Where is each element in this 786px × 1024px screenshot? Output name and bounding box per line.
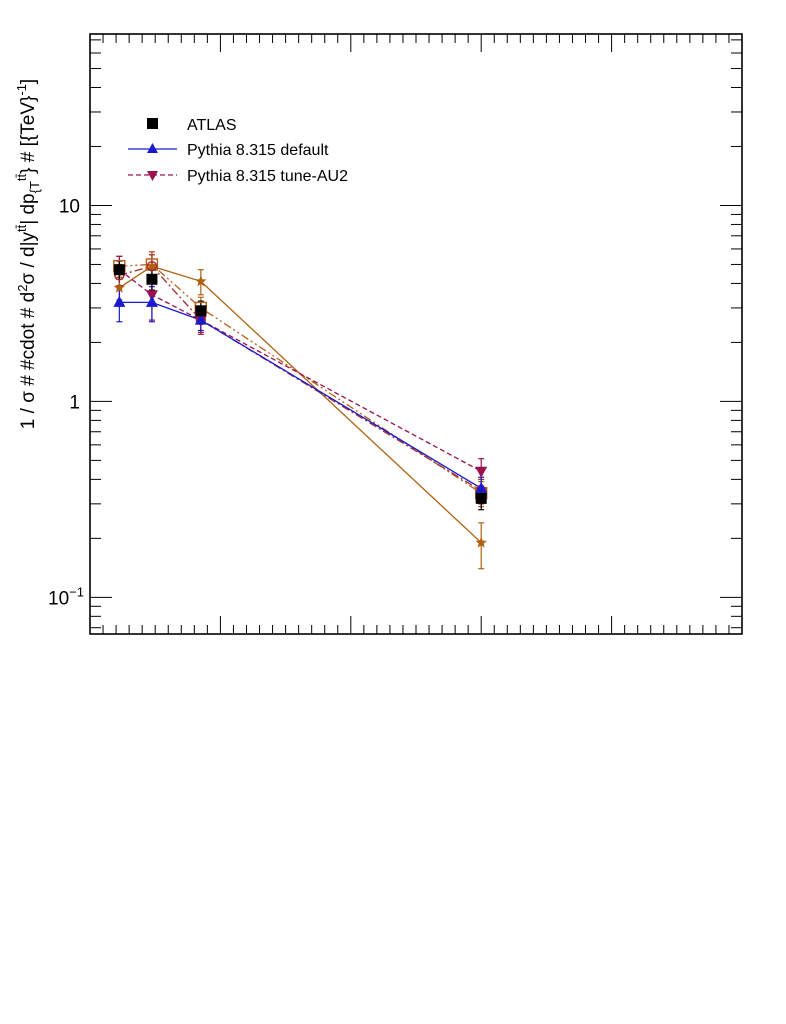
plot-area bbox=[90, 34, 742, 634]
data-point-triangle-up bbox=[475, 481, 488, 493]
data-point-square bbox=[195, 305, 207, 317]
legend-label-atlas: ATLAS bbox=[187, 117, 237, 134]
data-point-triangle-down bbox=[475, 466, 488, 478]
series-line bbox=[119, 265, 482, 492]
data-point-square bbox=[475, 492, 487, 504]
data-point-open-square bbox=[145, 258, 159, 271]
data-point-star bbox=[195, 275, 207, 287]
legend-marker-triangle-down bbox=[147, 171, 158, 181]
legend-label-pythia-au2: Pythia 8.315 tune-AU2 bbox=[187, 168, 348, 185]
plot-frame bbox=[89, 33, 743, 635]
data-point-triangle-down bbox=[145, 290, 158, 302]
y-tick-labels: 10 1 10−1 bbox=[48, 196, 84, 609]
legend-entry-pythia-default: Pythia 8.315 default bbox=[128, 142, 329, 159]
series-line bbox=[118, 269, 482, 472]
legend-entry-pythia-au2: Pythia 8.315 tune-AU2 bbox=[128, 168, 348, 185]
series-line bbox=[119, 301, 482, 489]
data-point-star bbox=[475, 536, 487, 548]
y-tick-label: 10 bbox=[59, 196, 80, 217]
series-line bbox=[119, 263, 482, 494]
data-point-star bbox=[113, 281, 125, 293]
data-point-star bbox=[146, 260, 158, 271]
legend-entry-atlas: ATLAS bbox=[147, 117, 237, 134]
legend-label-pythia-default: Pythia 8.315 default bbox=[187, 142, 329, 159]
y-axis-label: 1 / σ # #cdot # d2σ / d|ytt̄| dp{Ttt̄} #… bbox=[14, 79, 42, 429]
data-marks bbox=[113, 251, 488, 570]
data-point-open-circle bbox=[146, 260, 158, 272]
y-tick-label: 1 bbox=[69, 392, 80, 413]
data-point-square bbox=[113, 264, 125, 276]
legend-marker-square bbox=[147, 118, 158, 129]
legend: ATLAS Pythia 8.315 default Pythia 8.315 … bbox=[128, 117, 348, 185]
data-point-triangle-up bbox=[194, 313, 207, 325]
data-point-triangle-up bbox=[145, 295, 158, 307]
data-point-triangle-up bbox=[113, 295, 126, 307]
data-point-square bbox=[146, 273, 158, 285]
legend-marker-triangle-up bbox=[147, 143, 158, 153]
y-tick-label: 10−1 bbox=[48, 584, 84, 609]
series-line bbox=[118, 265, 482, 544]
